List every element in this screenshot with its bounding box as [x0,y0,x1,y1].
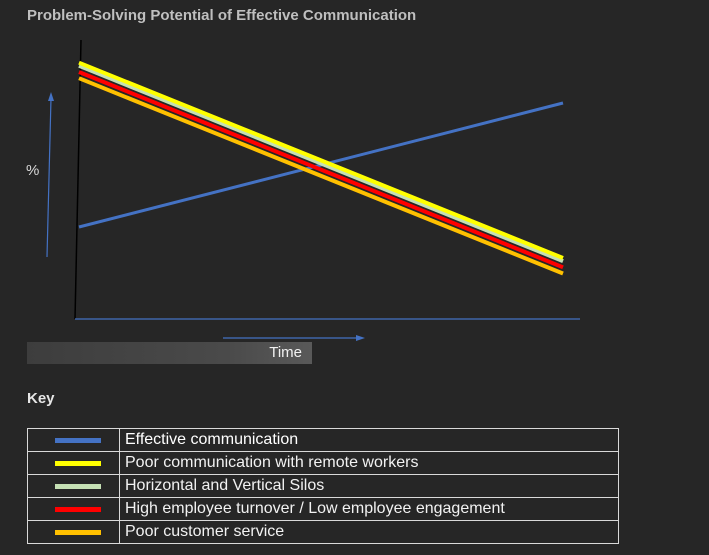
key-label: Effective communication [119,428,619,452]
key-row: Effective communication [27,428,619,452]
series-line [78,70,564,270]
series-line [78,76,564,276]
key-swatch [55,484,101,489]
y-axis-arrowhead [48,92,54,101]
chart-title: Problem-Solving Potential of Effective C… [27,7,417,24]
key-row: High employee turnover / Low employee en… [27,497,619,521]
key-swatch [55,461,101,466]
series-group [78,60,564,276]
y-axis-label: % [26,162,40,179]
key-swatch [55,507,101,512]
x-axis-label-bar: Time [27,342,312,364]
key-row: Poor customer service [27,520,619,544]
key-label: Poor communication with remote workers [119,451,619,475]
key-label: Horizontal and Vertical Silos [119,474,619,498]
series-line [78,63,564,263]
key-row: Poor communication with remote workers [27,451,619,475]
series-line [78,60,564,260]
key-title: Key [27,390,55,407]
x-axis-label: Time [269,344,302,361]
y-axis-arrow [46,97,52,258]
x-axis-arrowhead [356,335,365,341]
key-label: High employee turnover / Low employee en… [119,497,619,521]
line-chart [46,39,580,341]
key-swatch [55,438,101,443]
y-axis-line [74,39,82,320]
key-table: Effective communication Poor communicati… [27,428,619,544]
key-row: Horizontal and Vertical Silos [27,474,619,498]
key-swatch [55,530,101,535]
key-label: Poor customer service [119,520,619,544]
